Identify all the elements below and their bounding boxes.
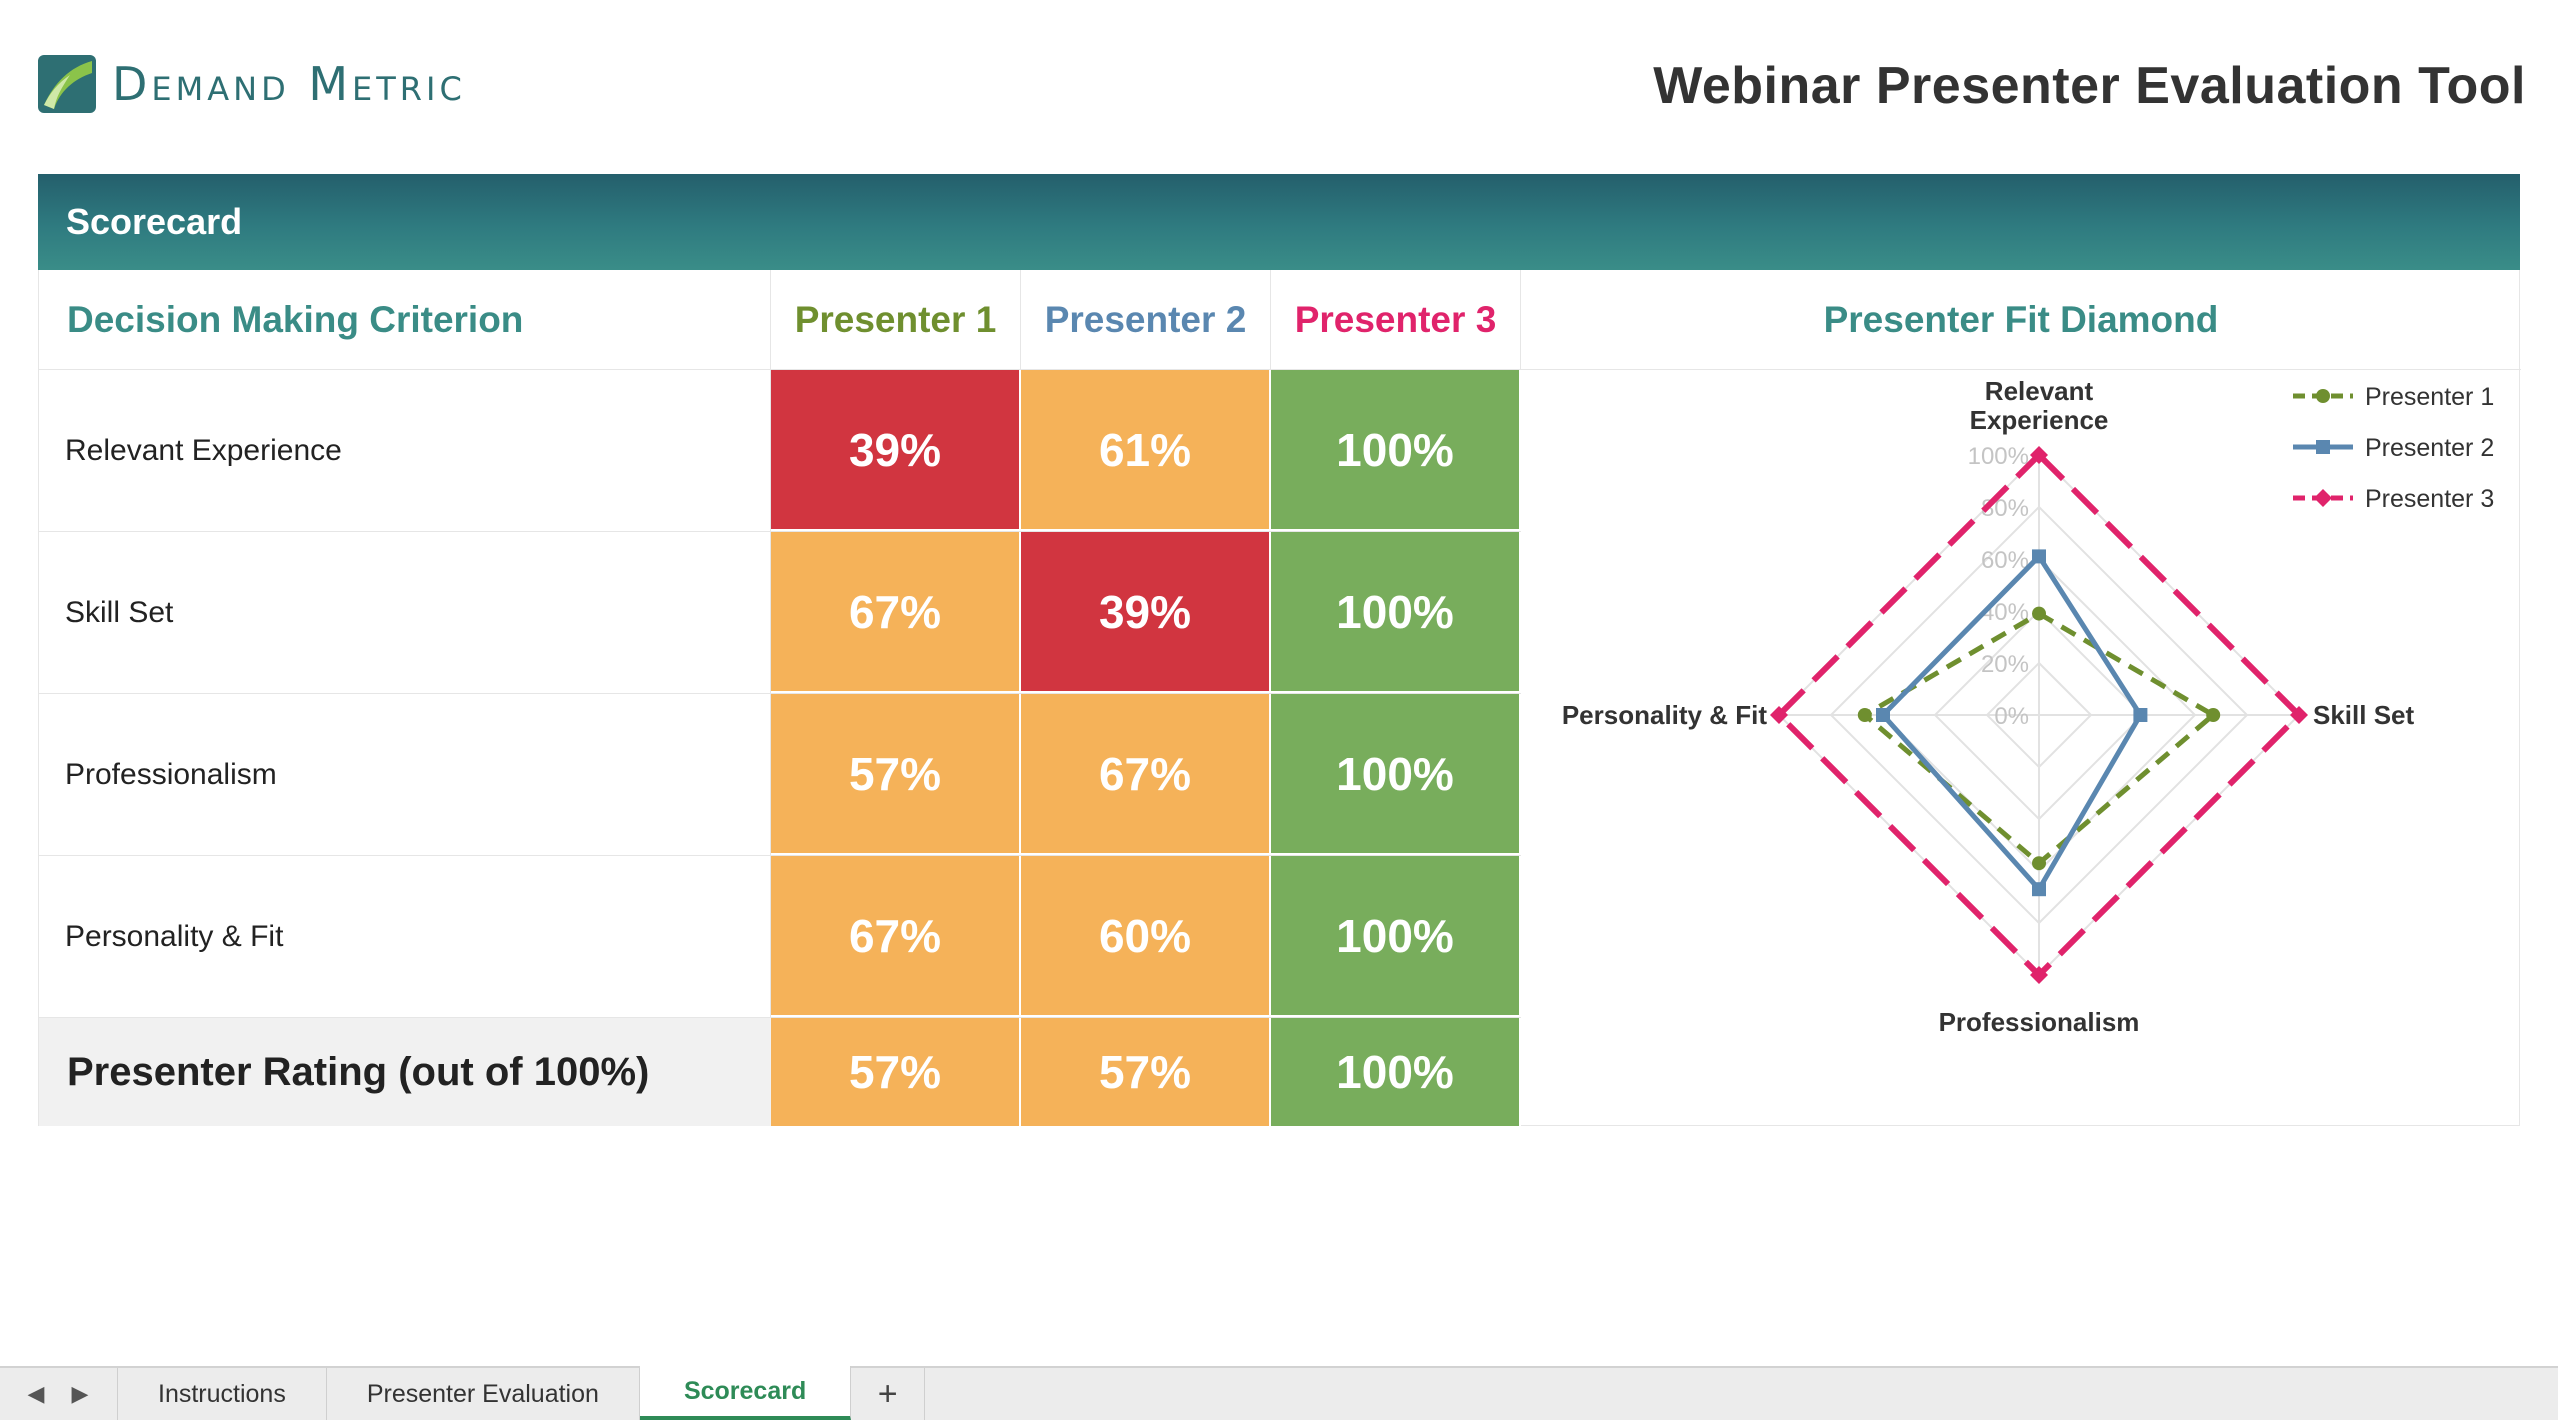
criterion-cell[interactable]: Skill Set xyxy=(39,532,771,693)
table-row: Relevant Experience 39% 61% 100% xyxy=(39,370,1521,532)
legend-label-presenter-3: Presenter 3 xyxy=(2365,485,2494,513)
rating-row: Presenter Rating (out of 100%) 57% 57% 1… xyxy=(39,1018,1521,1126)
score-cell[interactable]: 100% xyxy=(1271,694,1521,855)
data-point-presenter-1 xyxy=(2206,708,2221,722)
tick-label: 20% xyxy=(1981,651,2029,678)
data-point-presenter-1 xyxy=(1857,708,1872,722)
tick-label: 100% xyxy=(1968,443,2029,470)
criterion-cell[interactable]: Personality & Fit xyxy=(39,856,771,1017)
app-title: Webinar Presenter Evaluation Tool xyxy=(1653,57,2526,115)
data-point-presenter-3 xyxy=(1770,706,1788,724)
legend-marker-presenter-2 xyxy=(2316,440,2330,454)
table-row: Professionalism 57% 67% 100% xyxy=(39,694,1521,856)
criterion-header[interactable]: Decision Making Criterion xyxy=(39,270,771,370)
data-point-presenter-3 xyxy=(2290,706,2308,724)
table-row: Personality & Fit 67% 60% 100% xyxy=(39,856,1521,1018)
rating-label[interactable]: Presenter Rating (out of 100%) xyxy=(39,1018,771,1126)
score-cell[interactable]: 39% xyxy=(1021,532,1271,693)
data-point-presenter-2 xyxy=(2032,882,2046,897)
data-point-presenter-2 xyxy=(1876,708,1890,722)
tick-label: 0% xyxy=(1994,703,2029,730)
tab-scorecard[interactable]: Scorecard xyxy=(639,1366,852,1420)
add-sheet-icon[interactable]: + xyxy=(851,1368,926,1420)
sheet-tab-bar: ◀ ▶ Instructions Presenter Evaluation Sc… xyxy=(0,1366,2558,1420)
data-point-presenter-3 xyxy=(2030,446,2048,464)
data-point-presenter-2 xyxy=(2133,708,2148,722)
scroll-left-icon[interactable]: ◀ xyxy=(27,1381,45,1406)
score-cell[interactable]: 67% xyxy=(771,856,1021,1017)
axis-label-experience: Experience xyxy=(1970,405,2109,435)
tab-presenter-evaluation[interactable]: Presenter Evaluation xyxy=(327,1368,640,1420)
presenter-1-header[interactable]: Presenter 1 xyxy=(771,270,1021,370)
axis-label-professionalism: Professionalism xyxy=(1939,1007,2140,1037)
presenter-fit-radar-chart[interactable]: 0%20%40%60%80%100%RelevantExperienceSkil… xyxy=(1521,370,2521,1126)
logo: Demand Metric xyxy=(36,52,466,116)
scroll-right-icon[interactable]: ▶ xyxy=(71,1381,89,1406)
data-point-presenter-1 xyxy=(2032,856,2046,871)
score-cell[interactable]: 100% xyxy=(1271,370,1521,531)
tick-label: 60% xyxy=(1981,547,2029,574)
axis-label-relevant: Relevant xyxy=(1985,376,2094,406)
logo-text: Demand Metric xyxy=(112,57,466,111)
rating-score-cell[interactable]: 100% xyxy=(1271,1018,1521,1126)
score-cell[interactable]: 100% xyxy=(1271,532,1521,693)
legend-label-presenter-2: Presenter 2 xyxy=(2365,434,2494,462)
rating-score-cell[interactable]: 57% xyxy=(771,1018,1021,1126)
chart-title: Presenter Fit Diamond xyxy=(1521,270,2521,370)
score-cell[interactable]: 61% xyxy=(1021,370,1271,531)
data-point-presenter-2 xyxy=(2032,549,2046,564)
criterion-cell[interactable]: Relevant Experience xyxy=(39,370,771,531)
data-point-presenter-3 xyxy=(2030,966,2048,984)
sheet-nav: ◀ ▶ xyxy=(0,1368,118,1420)
presenter-3-header[interactable]: Presenter 3 xyxy=(1271,270,1521,370)
score-cell[interactable]: 39% xyxy=(771,370,1021,531)
scorecard-banner: Scorecard xyxy=(38,174,2520,270)
score-cell[interactable]: 57% xyxy=(771,694,1021,855)
axis-label-personality-fit: Personality & Fit xyxy=(1562,700,1767,730)
tab-instructions[interactable]: Instructions xyxy=(118,1368,327,1420)
legend-label-presenter-1: Presenter 1 xyxy=(2365,383,2494,411)
legend-marker-presenter-1 xyxy=(2316,389,2330,403)
legend-marker-presenter-3 xyxy=(2314,489,2332,507)
table-row: Skill Set 67% 39% 100% xyxy=(39,532,1521,694)
table-header-row: Decision Making Criterion Presenter 1 Pr… xyxy=(39,270,1521,370)
axis-label-skill-set: Skill Set xyxy=(2313,700,2414,730)
scorecard-grid: Decision Making Criterion Presenter 1 Pr… xyxy=(38,270,2521,1126)
data-point-presenter-1 xyxy=(2032,606,2046,621)
banner-title: Scorecard xyxy=(66,201,243,242)
score-cell[interactable]: 60% xyxy=(1021,856,1271,1017)
logo-mark-icon xyxy=(38,55,96,113)
score-cell[interactable]: 67% xyxy=(1021,694,1271,855)
presenter-2-header[interactable]: Presenter 2 xyxy=(1021,270,1271,370)
rating-score-cell[interactable]: 57% xyxy=(1021,1018,1271,1126)
score-cell[interactable]: 67% xyxy=(771,532,1021,693)
score-cell[interactable]: 100% xyxy=(1271,856,1521,1017)
criterion-cell[interactable]: Professionalism xyxy=(39,694,771,855)
